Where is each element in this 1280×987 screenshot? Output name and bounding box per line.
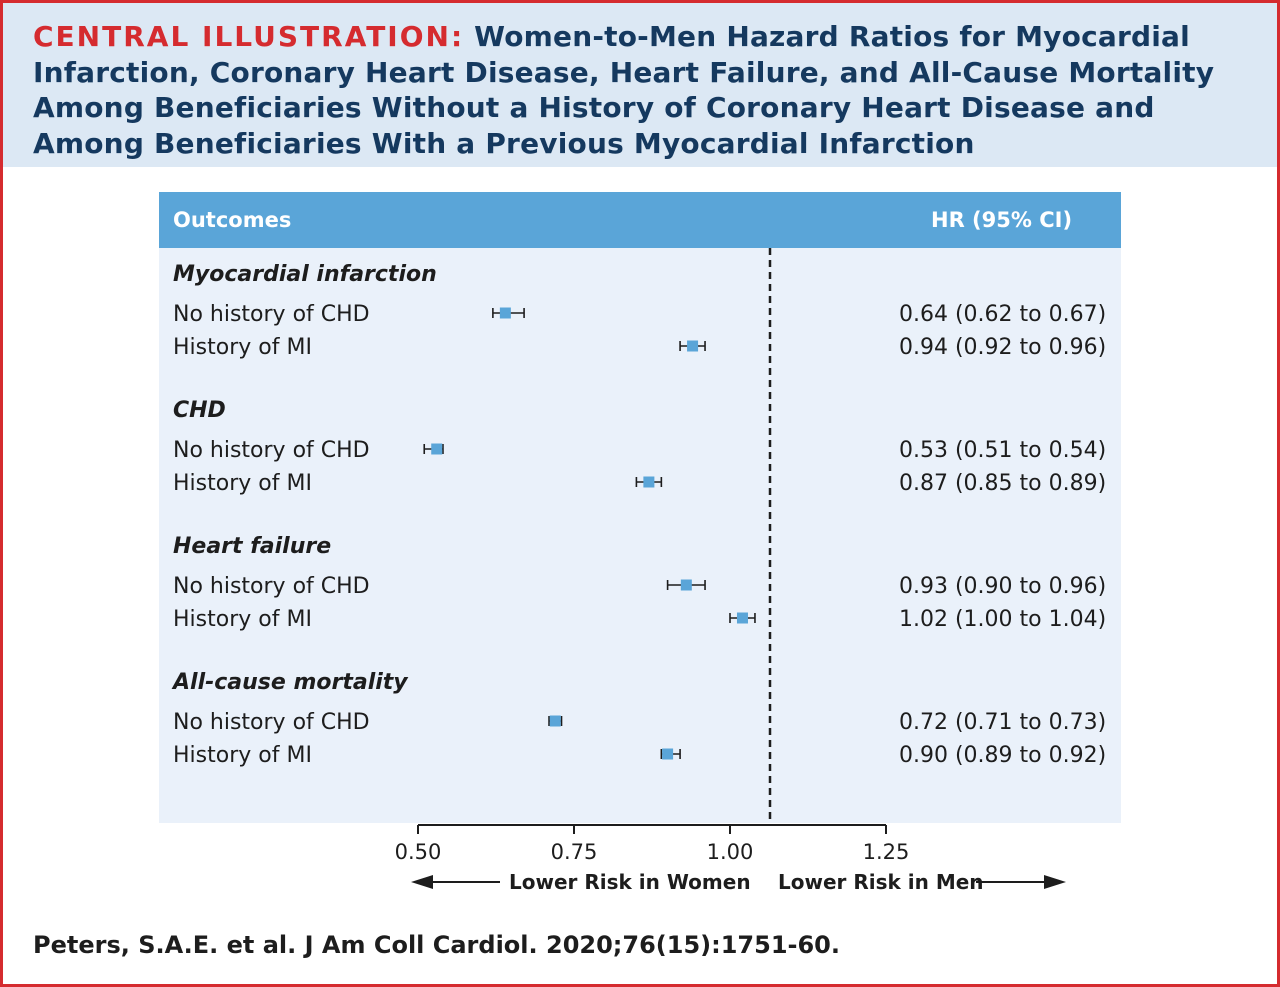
- hr-marker: [499, 307, 511, 319]
- group-label: All-cause mortality: [171, 670, 409, 695]
- hr-marker: [643, 476, 655, 488]
- hr-marker: [736, 612, 748, 624]
- group-label: CHD: [173, 398, 226, 423]
- illustration-label: CENTRAL ILLUSTRATION:: [33, 20, 465, 53]
- x-tick-label: 0.50: [395, 840, 442, 864]
- row-label: No history of CHD: [173, 574, 370, 599]
- hr-estimate-text: 0.93 (0.90 to 0.96): [899, 574, 1106, 599]
- row-label: No history of CHD: [173, 302, 370, 327]
- lower-risk-men-label: Lower Risk in Men: [778, 870, 984, 894]
- forest-plot: Outcomes HR (95% CI) Myocardial infarcti…: [159, 192, 1121, 894]
- hr-estimate-text: 0.94 (0.92 to 0.96): [899, 335, 1106, 360]
- x-axis: 0.50 0.75 1.00 1.25: [395, 825, 910, 864]
- citation: Peters, S.A.E. et al. J Am Coll Cardiol.…: [33, 931, 840, 959]
- hr-estimate-text: 0.72 (0.71 to 0.73): [899, 710, 1106, 735]
- hr-estimate-text: 0.87 (0.85 to 0.89): [899, 471, 1106, 496]
- hr-marker: [662, 748, 674, 760]
- hr-estimate-text: 0.53 (0.51 to 0.54): [899, 438, 1106, 463]
- illustration-title: CENTRAL ILLUSTRATION: Women-to-Men Hazar…: [33, 19, 1248, 161]
- direction-indicators: Lower Risk in Women Lower Risk in Men: [411, 870, 1066, 894]
- hr-marker: [687, 340, 699, 352]
- left-arrow-head: [411, 875, 433, 889]
- row-label: History of MI: [173, 471, 312, 496]
- title-band: [3, 3, 1277, 167]
- x-tick-label: 0.75: [551, 840, 598, 864]
- table-header-bar: [159, 192, 1121, 248]
- row-label: History of MI: [173, 607, 312, 632]
- group-label: Myocardial infarction: [173, 262, 437, 287]
- row-label: No history of CHD: [173, 438, 370, 463]
- plot-panel: [159, 248, 1121, 823]
- forest-rows: Myocardial infarction No history of CHD 0.…: [171, 262, 1106, 768]
- hr-marker: [431, 443, 443, 455]
- row-label: History of MI: [173, 335, 312, 360]
- x-tick-label: 1.25: [863, 840, 910, 864]
- hr-column-header: HR (95% CI): [931, 208, 1072, 232]
- row-label: No history of CHD: [173, 710, 370, 735]
- group-label: Heart failure: [173, 534, 331, 559]
- outcomes-column-header: Outcomes: [173, 208, 291, 232]
- x-tick-label: 1.00: [707, 840, 754, 864]
- hr-estimate-text: 0.64 (0.62 to 0.67): [899, 302, 1106, 327]
- lower-risk-women-label: Lower Risk in Women: [509, 870, 751, 894]
- hr-marker: [549, 715, 561, 727]
- hr-estimate-text: 1.02 (1.00 to 1.04): [899, 607, 1106, 632]
- hr-estimate-text: 0.90 (0.89 to 0.92): [899, 743, 1106, 768]
- right-arrow-head: [1044, 875, 1066, 889]
- illustration-title-text: Women-to-Men Hazard Ratios for Myocardia…: [33, 20, 1215, 160]
- hr-marker: [680, 579, 692, 591]
- row-label: History of MI: [173, 743, 312, 768]
